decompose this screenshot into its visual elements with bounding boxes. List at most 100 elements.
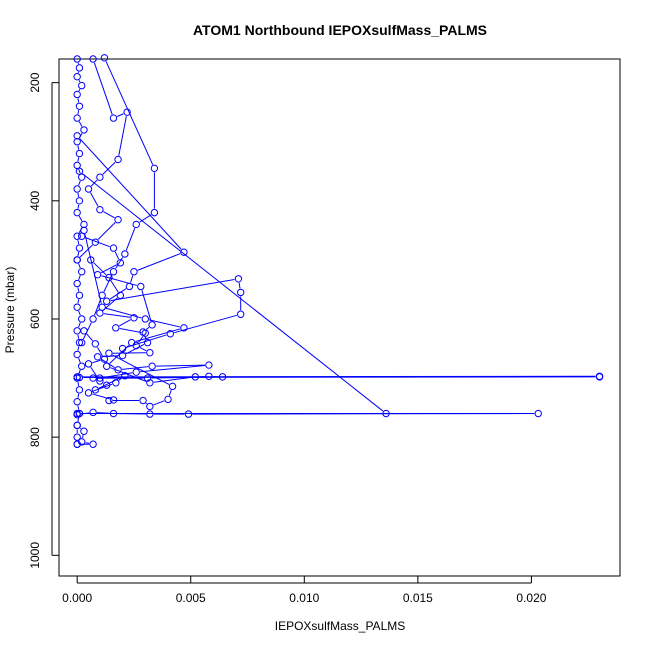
data-point <box>96 205 104 214</box>
series-segment <box>139 346 147 352</box>
series-segment <box>94 298 102 316</box>
data-point <box>87 256 95 264</box>
series-segment <box>238 282 241 289</box>
series-segment <box>78 121 83 127</box>
data-point <box>146 379 154 387</box>
data-point <box>91 340 100 348</box>
data-point <box>127 338 136 347</box>
data-point <box>78 81 86 90</box>
series-segment <box>149 319 181 328</box>
series-segment <box>92 393 110 400</box>
data-point <box>137 282 145 291</box>
data-point <box>180 324 188 332</box>
data-point <box>105 273 113 282</box>
series-segment <box>139 214 152 223</box>
data-series <box>80 327 129 404</box>
series-layer <box>73 54 604 448</box>
data-point <box>534 409 542 418</box>
y-axis: 200 400 600 800 1000 <box>28 72 59 569</box>
data-point <box>118 351 127 360</box>
data-point <box>73 350 81 359</box>
series-segment <box>118 116 127 156</box>
data-point <box>132 341 140 350</box>
data-point <box>75 244 84 252</box>
series-segment <box>79 427 82 429</box>
data-point <box>132 220 140 229</box>
data-point <box>105 349 113 357</box>
data-point <box>109 396 118 404</box>
data-point <box>109 268 118 276</box>
data-point <box>100 54 109 62</box>
series-segment <box>138 336 144 343</box>
series-segment <box>105 307 142 319</box>
series-segment <box>109 288 127 300</box>
data-point <box>143 374 152 382</box>
data-point <box>73 440 81 448</box>
data-point <box>237 288 245 297</box>
series-segment <box>110 278 235 302</box>
series-segment <box>81 375 596 378</box>
data-point <box>116 291 125 300</box>
data-point <box>78 438 86 446</box>
series-segment <box>77 240 80 245</box>
series-segment <box>168 389 172 396</box>
data-point <box>75 291 84 300</box>
data-point <box>91 386 100 394</box>
series-segment <box>78 275 81 280</box>
data-point <box>93 270 102 279</box>
data-point <box>96 377 104 385</box>
data-point <box>73 279 81 288</box>
series-segment <box>77 334 80 339</box>
series-segment <box>90 192 99 207</box>
data-point <box>96 374 104 382</box>
series-segment <box>116 113 124 117</box>
series-segment <box>156 364 205 367</box>
series-segment <box>82 435 84 439</box>
data-point <box>75 386 84 394</box>
data-series <box>73 372 604 382</box>
data-point <box>102 381 111 389</box>
data-point <box>73 397 81 406</box>
x-axis: 0.000 0.005 0.010 0.015 0.020 <box>62 576 547 605</box>
data-point <box>130 268 138 276</box>
data-point <box>116 259 125 267</box>
series-segment <box>77 393 80 398</box>
series-segment <box>79 138 182 250</box>
data-series <box>73 55 131 264</box>
data-point <box>168 382 177 391</box>
series-segment <box>81 412 90 415</box>
data-point <box>109 409 118 418</box>
data-point <box>102 297 111 305</box>
data-point <box>146 410 154 418</box>
series-segment <box>78 88 81 92</box>
data-point <box>150 208 159 217</box>
series-segment <box>78 310 81 316</box>
series-segment <box>97 222 116 240</box>
data-point <box>73 90 81 99</box>
series-segment <box>102 297 118 311</box>
data-point <box>84 185 93 193</box>
series-segment <box>145 326 150 330</box>
series-segment <box>82 173 384 412</box>
series-segment <box>78 180 81 186</box>
series-segment <box>119 319 131 327</box>
series-segment <box>78 168 81 174</box>
data-point <box>96 173 104 181</box>
series-segment <box>102 161 116 175</box>
data-point <box>75 167 84 175</box>
data-point <box>89 315 97 323</box>
data-point <box>73 232 81 240</box>
data-point <box>141 329 150 337</box>
data-point <box>237 310 245 318</box>
data-point <box>73 256 81 264</box>
data-point <box>73 303 81 311</box>
series-segment <box>77 405 80 410</box>
plot-frame <box>58 58 621 577</box>
data-point <box>112 324 120 332</box>
y-tick-label: 800 <box>28 427 42 447</box>
y-tick-label: 600 <box>28 309 42 329</box>
data-point <box>75 149 84 158</box>
data-point <box>73 73 81 81</box>
x-tick-label: 0.020 <box>516 591 546 605</box>
